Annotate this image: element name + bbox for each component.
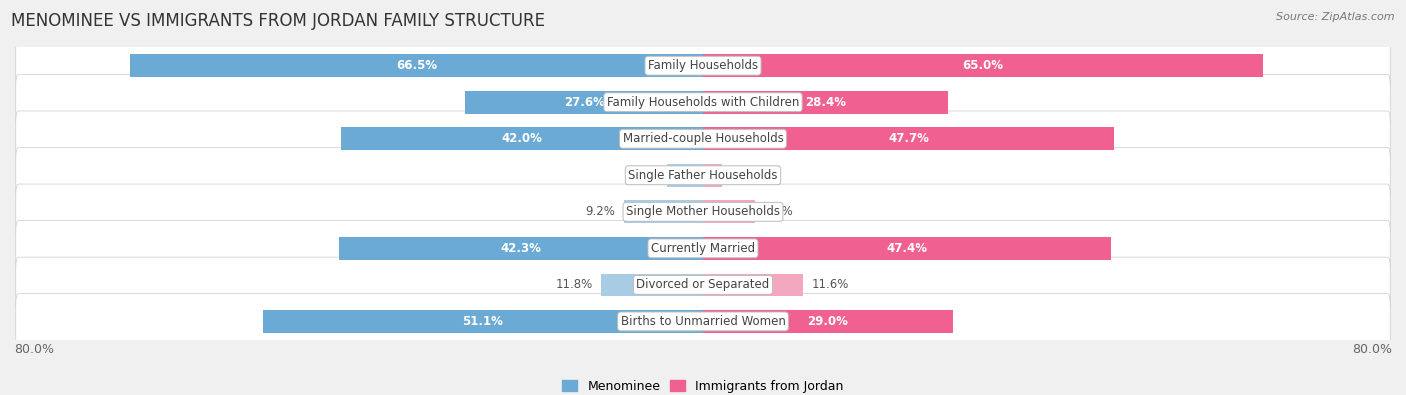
Text: 27.6%: 27.6% [564, 96, 605, 109]
Bar [703, 237, 1111, 260]
Text: Source: ZipAtlas.com: Source: ZipAtlas.com [1277, 12, 1395, 22]
FancyBboxPatch shape [15, 257, 1391, 313]
Text: Births to Unmarried Women: Births to Unmarried Women [620, 315, 786, 328]
Text: Currently Married: Currently Married [651, 242, 755, 255]
Text: 9.2%: 9.2% [585, 205, 616, 218]
Bar [703, 310, 953, 333]
Legend: Menominee, Immigrants from Jordan: Menominee, Immigrants from Jordan [557, 375, 849, 395]
Bar [339, 237, 703, 260]
Bar [703, 128, 1114, 150]
Text: 11.6%: 11.6% [811, 278, 849, 292]
Bar [602, 274, 703, 296]
Text: Divorced or Separated: Divorced or Separated [637, 278, 769, 292]
Bar [666, 164, 703, 186]
FancyBboxPatch shape [15, 147, 1391, 203]
Text: 80.0%: 80.0% [14, 342, 53, 356]
FancyBboxPatch shape [15, 293, 1391, 349]
Bar [624, 201, 703, 223]
Text: Single Father Households: Single Father Households [628, 169, 778, 182]
Text: 47.7%: 47.7% [889, 132, 929, 145]
Text: 2.2%: 2.2% [731, 169, 761, 182]
Bar [342, 128, 703, 150]
Text: 11.8%: 11.8% [555, 278, 593, 292]
Text: Married-couple Households: Married-couple Households [623, 132, 783, 145]
Text: 42.3%: 42.3% [501, 242, 541, 255]
Bar [703, 201, 755, 223]
Text: 65.0%: 65.0% [962, 59, 1004, 72]
Bar [465, 91, 703, 113]
Text: MENOMINEE VS IMMIGRANTS FROM JORDAN FAMILY STRUCTURE: MENOMINEE VS IMMIGRANTS FROM JORDAN FAMI… [11, 12, 546, 30]
FancyBboxPatch shape [15, 184, 1391, 240]
Bar [703, 91, 948, 113]
Text: 42.0%: 42.0% [502, 132, 543, 145]
Bar [131, 55, 703, 77]
FancyBboxPatch shape [15, 38, 1391, 94]
Text: 47.4%: 47.4% [887, 242, 928, 255]
Text: Single Mother Households: Single Mother Households [626, 205, 780, 218]
Text: 80.0%: 80.0% [1353, 342, 1392, 356]
FancyBboxPatch shape [15, 220, 1391, 276]
Text: 6.0%: 6.0% [763, 205, 793, 218]
Bar [263, 310, 703, 333]
Text: 51.1%: 51.1% [463, 315, 503, 328]
Bar [703, 274, 803, 296]
Text: 28.4%: 28.4% [804, 96, 846, 109]
FancyBboxPatch shape [15, 111, 1391, 167]
Text: 29.0%: 29.0% [807, 315, 848, 328]
Bar [703, 55, 1263, 77]
Text: Family Households with Children: Family Households with Children [607, 96, 799, 109]
Bar [703, 164, 721, 186]
FancyBboxPatch shape [15, 74, 1391, 130]
Text: 66.5%: 66.5% [396, 59, 437, 72]
Text: 4.2%: 4.2% [628, 169, 658, 182]
Text: Family Households: Family Households [648, 59, 758, 72]
